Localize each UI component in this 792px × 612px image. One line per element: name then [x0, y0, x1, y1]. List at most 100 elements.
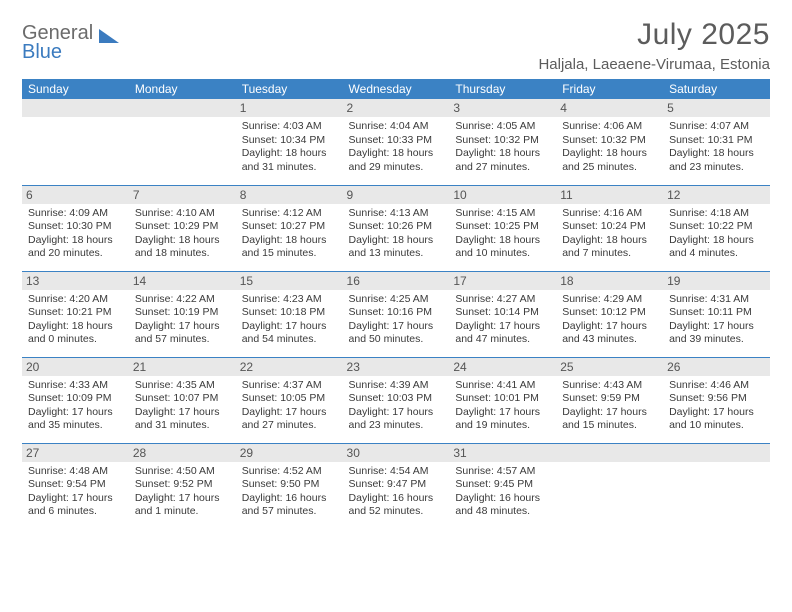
- daylight-line: Daylight: 17 hours and 1 minute.: [135, 492, 230, 519]
- day-number: 1: [236, 99, 343, 117]
- calendar-day-cell: 16Sunrise: 4:25 AMSunset: 10:16 PMDaylig…: [343, 271, 450, 357]
- sunrise-line: Sunrise: 4:06 AM: [562, 120, 657, 134]
- calendar-day-cell: 9Sunrise: 4:13 AMSunset: 10:26 PMDayligh…: [343, 185, 450, 271]
- day-number: 23: [343, 358, 450, 376]
- sunset-line: Sunset: 10:01 PM: [455, 392, 550, 406]
- sunrise-line: Sunrise: 4:03 AM: [242, 120, 337, 134]
- daylight-line: Daylight: 18 hours and 15 minutes.: [242, 234, 337, 261]
- day-details: Sunrise: 4:06 AMSunset: 10:32 PMDaylight…: [562, 120, 657, 175]
- sunset-line: Sunset: 9:59 PM: [562, 392, 657, 406]
- day-number: 16: [343, 272, 450, 290]
- daylight-line: Daylight: 17 hours and 39 minutes.: [669, 320, 764, 347]
- day-details: Sunrise: 4:52 AMSunset: 9:50 PMDaylight:…: [242, 465, 337, 520]
- sunset-line: Sunset: 10:32 PM: [562, 134, 657, 148]
- calendar-day-cell: 6Sunrise: 4:09 AMSunset: 10:30 PMDayligh…: [22, 185, 129, 271]
- sunrise-line: Sunrise: 4:27 AM: [455, 293, 550, 307]
- day-number: 3: [449, 99, 556, 117]
- daylight-line: Daylight: 18 hours and 25 minutes.: [562, 147, 657, 174]
- day-number: 26: [663, 358, 770, 376]
- daylight-line: Daylight: 17 hours and 15 minutes.: [562, 406, 657, 433]
- day-number: 15: [236, 272, 343, 290]
- daylight-line: Daylight: 17 hours and 23 minutes.: [349, 406, 444, 433]
- day-number: 18: [556, 272, 663, 290]
- sunset-line: Sunset: 9:52 PM: [135, 478, 230, 492]
- sunrise-line: Sunrise: 4:33 AM: [28, 379, 123, 393]
- calendar-day-cell: 15 Sunrise: 4:23 AMSunset: 10:18 PMDaylig…: [236, 271, 343, 357]
- weekday-header: Tuesday: [236, 79, 343, 99]
- brand-text: General Blue: [22, 24, 93, 62]
- day-number: [663, 444, 770, 462]
- sunset-line: Sunset: 10:12 PM: [562, 306, 657, 320]
- sunset-line: Sunset: 10:19 PM: [135, 306, 230, 320]
- day-number: 31: [449, 444, 556, 462]
- calendar-body: 1Sunrise: 4:03 AMSunset: 10:34 PMDayligh…: [22, 99, 770, 529]
- sunset-line: Sunset: 10:14 PM: [455, 306, 550, 320]
- sunset-line: Sunset: 10:16 PM: [349, 306, 444, 320]
- day-number: 6: [22, 186, 129, 204]
- daylight-line: Daylight: 17 hours and 35 minutes.: [28, 406, 123, 433]
- day-number: 5: [663, 99, 770, 117]
- sunrise-line: Sunrise: 4:48 AM: [28, 465, 123, 479]
- daylight-line: Daylight: 17 hours and 47 minutes.: [455, 320, 550, 347]
- calendar-header-row: SundayMondayTuesdayWednesdayThursdayFrid…: [22, 79, 770, 99]
- day-details: Sunrise: 4:12 AMSunset: 10:27 PMDaylight…: [242, 207, 337, 262]
- daylight-line: Daylight: 18 hours and 20 minutes.: [28, 234, 123, 261]
- daylight-line: Daylight: 17 hours and 27 minutes.: [242, 406, 337, 433]
- day-number: 10: [449, 186, 556, 204]
- sunset-line: Sunset: 10:34 PM: [242, 134, 337, 148]
- sunrise-line: Sunrise: 4:29 AM: [562, 293, 657, 307]
- calendar-day-cell: 3Sunrise: 4:05 AMSunset: 10:32 PMDayligh…: [449, 99, 556, 185]
- calendar-day-cell: 11Sunrise: 4:16 AMSunset: 10:24 PMDaylig…: [556, 185, 663, 271]
- weekday-header: Saturday: [663, 79, 770, 99]
- sunrise-line: Sunrise: 4:16 AM: [562, 207, 657, 221]
- sunrise-line: Sunrise: 4:25 AM: [349, 293, 444, 307]
- brand-line2: Blue: [22, 43, 93, 62]
- day-number: 7: [129, 186, 236, 204]
- day-details: Sunrise: 4:22 AMSunset: 10:19 PMDaylight…: [135, 293, 230, 348]
- sunset-line: Sunset: 10:18 PM: [242, 306, 337, 320]
- sunrise-line: Sunrise: 4:15 AM: [455, 207, 550, 221]
- day-details: Sunrise: 4:41 AMSunset: 10:01 PMDaylight…: [455, 379, 550, 434]
- weekday-header: Monday: [129, 79, 236, 99]
- calendar-week-row: 6Sunrise: 4:09 AMSunset: 10:30 PMDayligh…: [22, 185, 770, 271]
- day-details: Sunrise: 4:23 AMSunset: 10:18 PMDaylight…: [242, 293, 337, 348]
- weekday-header: Thursday: [449, 79, 556, 99]
- day-details: Sunrise: 4:54 AMSunset: 9:47 PMDaylight:…: [349, 465, 444, 520]
- day-details: Sunrise: 4:04 AMSunset: 10:33 PMDaylight…: [349, 120, 444, 175]
- brand-logo: General Blue: [22, 18, 119, 62]
- day-number: 29: [236, 444, 343, 462]
- sunset-line: Sunset: 10:33 PM: [349, 134, 444, 148]
- daylight-line: Daylight: 16 hours and 52 minutes.: [349, 492, 444, 519]
- sunrise-line: Sunrise: 4:18 AM: [669, 207, 764, 221]
- daylight-line: Daylight: 18 hours and 31 minutes.: [242, 147, 337, 174]
- day-details: Sunrise: 4:37 AMSunset: 10:05 PMDaylight…: [242, 379, 337, 434]
- sunset-line: Sunset: 10:11 PM: [669, 306, 764, 320]
- calendar-week-row: 20Sunrise: 4:33 AMSunset: 10:09 PMDaylig…: [22, 357, 770, 443]
- sunrise-line: Sunrise: 4:52 AM: [242, 465, 337, 479]
- sunset-line: Sunset: 10:27 PM: [242, 220, 337, 234]
- sunset-line: Sunset: 10:29 PM: [135, 220, 230, 234]
- day-details: Sunrise: 4:35 AMSunset: 10:07 PMDaylight…: [135, 379, 230, 434]
- calendar-day-cell: [663, 443, 770, 529]
- day-details: Sunrise: 4:20 AMSunset: 10:21 PMDaylight…: [28, 293, 123, 348]
- daylight-line: Daylight: 18 hours and 4 minutes.: [669, 234, 764, 261]
- day-number: [22, 99, 129, 117]
- day-details: Sunrise: 4:57 AMSunset: 9:45 PMDaylight:…: [455, 465, 550, 520]
- calendar-day-cell: 22Sunrise: 4:37 AMSunset: 10:05 PMDaylig…: [236, 357, 343, 443]
- day-number: 17: [449, 272, 556, 290]
- sunset-line: Sunset: 10:25 PM: [455, 220, 550, 234]
- daylight-line: Daylight: 18 hours and 10 minutes.: [455, 234, 550, 261]
- daylight-line: Daylight: 18 hours and 13 minutes.: [349, 234, 444, 261]
- calendar-day-cell: 26Sunrise: 4:46 AMSunset: 9:56 PMDayligh…: [663, 357, 770, 443]
- day-number: 25: [556, 358, 663, 376]
- calendar-day-cell: 13Sunrise: 4:20 AMSunset: 10:21 PMDaylig…: [22, 271, 129, 357]
- day-number: 11: [556, 186, 663, 204]
- calendar-day-cell: 2Sunrise: 4:04 AMSunset: 10:33 PMDayligh…: [343, 99, 450, 185]
- day-details: Sunrise: 4:13 AMSunset: 10:26 PMDaylight…: [349, 207, 444, 262]
- sunset-line: Sunset: 10:24 PM: [562, 220, 657, 234]
- title-block: July 2025 Haljala, Laeaene-Virumaa, Esto…: [538, 18, 770, 73]
- day-details: Sunrise: 4:10 AMSunset: 10:29 PMDaylight…: [135, 207, 230, 262]
- calendar-day-cell: 1 Sunrise: 4:03 AMSunset: 10:34 PMDayligh…: [236, 99, 343, 185]
- sunset-line: Sunset: 10:31 PM: [669, 134, 764, 148]
- day-details: Sunrise: 4:50 AMSunset: 9:52 PMDaylight:…: [135, 465, 230, 520]
